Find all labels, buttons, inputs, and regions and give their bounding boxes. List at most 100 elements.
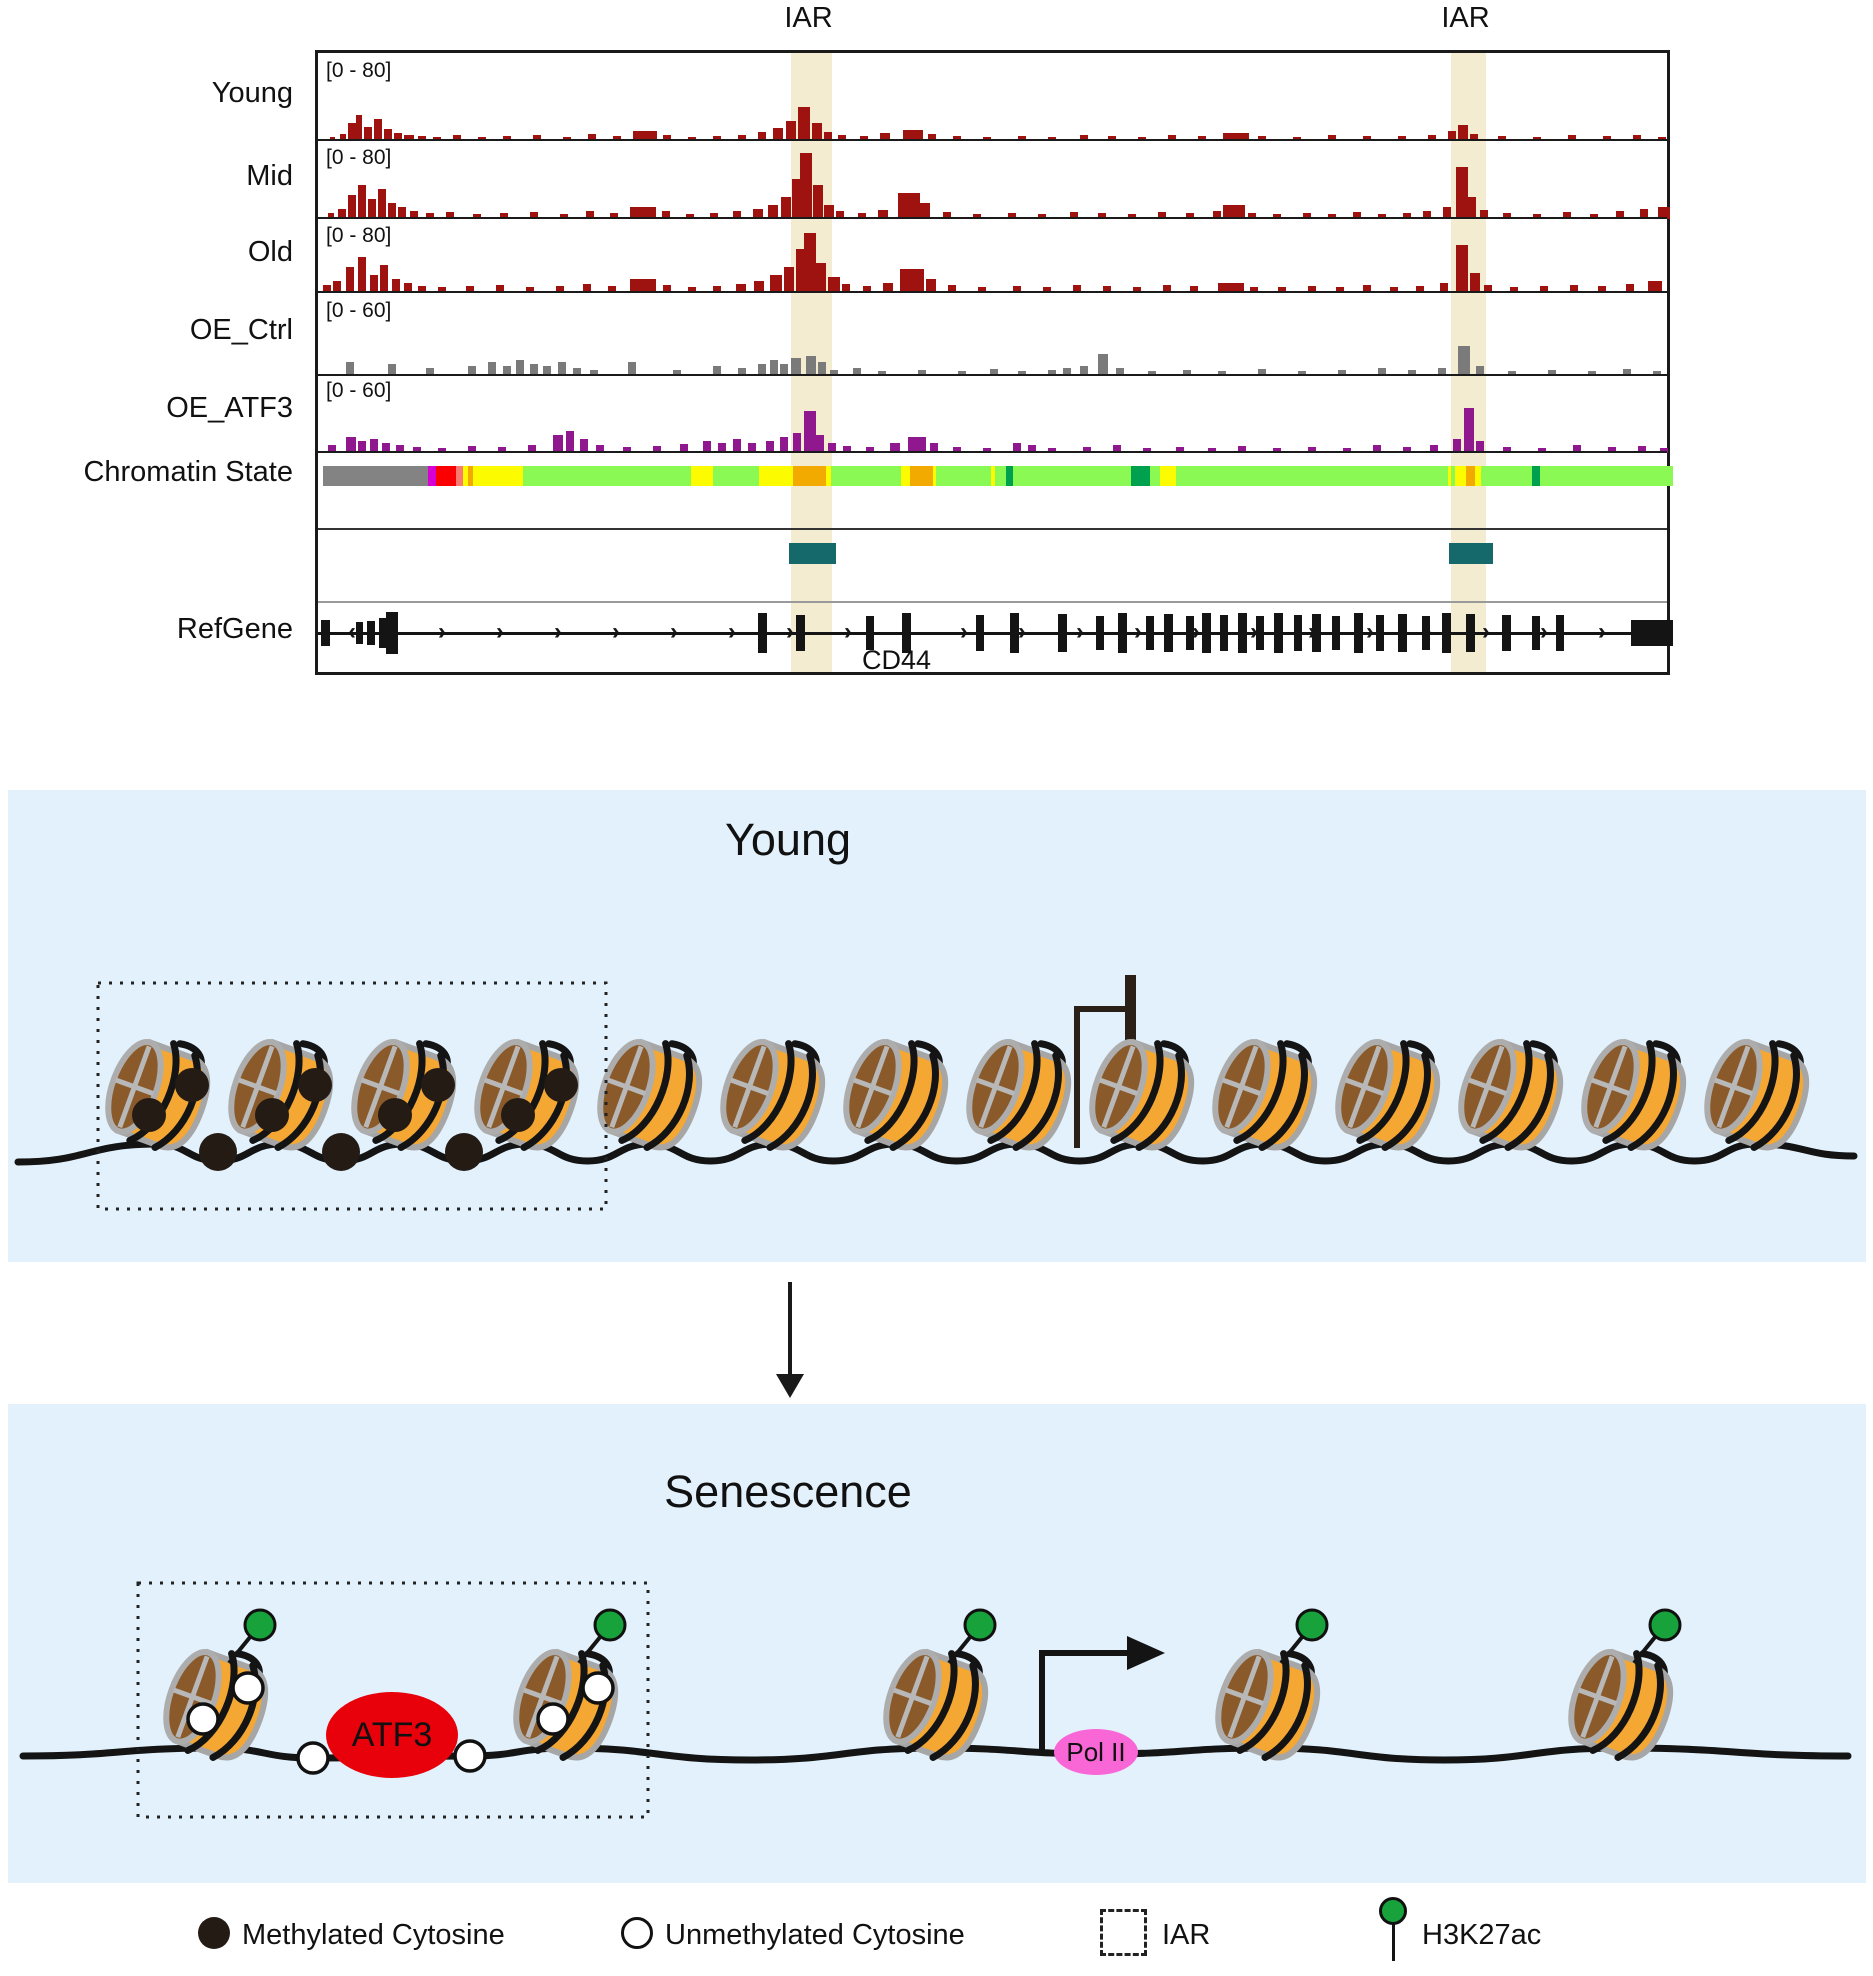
signal-bar: [1408, 370, 1416, 376]
track-row: [318, 223, 1667, 293]
signal-bar: [918, 370, 926, 376]
signal-bar: [1468, 197, 1476, 219]
track-scale: [0 - 60]: [326, 379, 392, 402]
exon-block: [866, 616, 874, 650]
signal-bar: [1133, 287, 1141, 293]
exon-block: [1354, 613, 1363, 653]
track-scale: [0 - 60]: [326, 299, 392, 322]
nucleosome: [1568, 1648, 1674, 1761]
gene-line: [318, 632, 1667, 635]
signal-bar: [1063, 368, 1071, 376]
pol2-label: Pol II: [1066, 1737, 1125, 1767]
signal-bar: [613, 136, 621, 141]
signal-bar: [1098, 354, 1108, 376]
signal-bar: [388, 364, 396, 376]
repressed-tss-symbol: [1074, 1006, 1125, 1148]
signal-bar: [1403, 213, 1411, 219]
chromatin-segment: [1006, 466, 1013, 486]
dna-wrap: [1602, 1040, 1656, 1144]
signal-bar: [348, 195, 356, 219]
signal-bar: [653, 446, 661, 453]
signal-bar: [786, 121, 796, 141]
signal-bar: [958, 371, 966, 376]
exon-block: [356, 622, 363, 644]
signal-bar: [748, 443, 756, 453]
track-scale: [0 - 80]: [326, 224, 392, 247]
nucleosome: [597, 1038, 703, 1151]
signal-bar: [1338, 370, 1346, 376]
signal-bar: [1048, 448, 1056, 453]
chromatin-segment: [473, 466, 523, 486]
signal-bar: [1616, 211, 1624, 219]
signal-bar: [1548, 370, 1556, 376]
strand-arrow-right: ›: [786, 618, 794, 645]
signal-bar: [1458, 346, 1470, 376]
dna-wrap: [495, 1040, 549, 1144]
unmethylated-cytosine-dot: [231, 1671, 265, 1705]
signal-bar: [1448, 131, 1456, 141]
strand-arrow-right: ›: [844, 618, 852, 645]
signal-bar: [758, 364, 766, 376]
h3k27ac-mark: [1648, 1608, 1682, 1642]
signal-bar: [1598, 286, 1606, 293]
signal-bar: [328, 445, 336, 453]
signal-bar: [500, 213, 508, 219]
signal-bar: [1498, 136, 1506, 141]
signal-bar: [1428, 135, 1436, 141]
signal-bar: [1590, 214, 1598, 219]
chromatin-segment: [463, 466, 468, 486]
dna-wrap: [889, 1052, 939, 1151]
signal-bar: [1328, 214, 1336, 219]
strand-arrow-right: ›: [670, 618, 678, 645]
senescence-state-panel: Senescence ATF3 Pol II: [8, 1404, 1866, 1883]
signal-bar: [1540, 286, 1548, 293]
dna-wrap: [643, 1052, 693, 1151]
signal-bar: [1176, 447, 1184, 453]
signal-bar: [418, 136, 426, 141]
signal-bar: [713, 136, 721, 141]
signal-bar: [1658, 207, 1670, 219]
signal-bar: [1273, 448, 1281, 453]
signal-bar: [374, 119, 382, 141]
signal-bar: [1623, 369, 1631, 376]
signal-bar: [953, 136, 961, 141]
signal-bar: [990, 369, 998, 376]
signal-bar: [533, 135, 541, 141]
methylated-cytosine-dot: [255, 1098, 289, 1132]
active-tss-arrowhead: [1127, 1636, 1165, 1670]
signal-bar: [816, 435, 824, 453]
exon-block: [321, 620, 330, 646]
signal-bar: [818, 362, 826, 376]
signal-bar: [673, 370, 681, 376]
exon-block: [1058, 614, 1067, 652]
signal-bar: [900, 269, 924, 293]
signal-bar: [878, 210, 888, 219]
exon-block: [1398, 614, 1407, 652]
senescence-chromatin-scene: ATF3 Pol II: [19, 1581, 1852, 1819]
strand-arrow-right: ›: [1134, 618, 1142, 645]
signal-bar: [1378, 368, 1386, 376]
track-label: Mid: [246, 160, 293, 192]
signal-bar: [836, 211, 844, 219]
signal-bar: [1303, 213, 1311, 219]
methylated-cytosine-dot: [445, 1133, 483, 1171]
signal-bar: [898, 193, 920, 219]
signal-bar: [736, 284, 746, 293]
signal-bar: [346, 437, 356, 453]
signal-bar: [1013, 286, 1021, 293]
signal-bar: [580, 439, 588, 453]
track-scale: [0 - 80]: [326, 59, 392, 82]
strand-arrow-right: ›: [1192, 618, 1200, 645]
signal-bar: [590, 370, 598, 376]
signal-bar: [842, 284, 850, 293]
track-row: [318, 306, 1667, 376]
signal-bar: [503, 136, 511, 141]
methylated-cytosine-dot: [322, 1133, 360, 1171]
signal-bar: [824, 205, 834, 219]
signal-bar: [766, 441, 774, 453]
signal-bar: [1116, 368, 1124, 376]
dna-wrap: [1504, 1052, 1554, 1151]
strand-arrow-right: ›: [902, 618, 910, 645]
signal-bar: [346, 362, 354, 376]
